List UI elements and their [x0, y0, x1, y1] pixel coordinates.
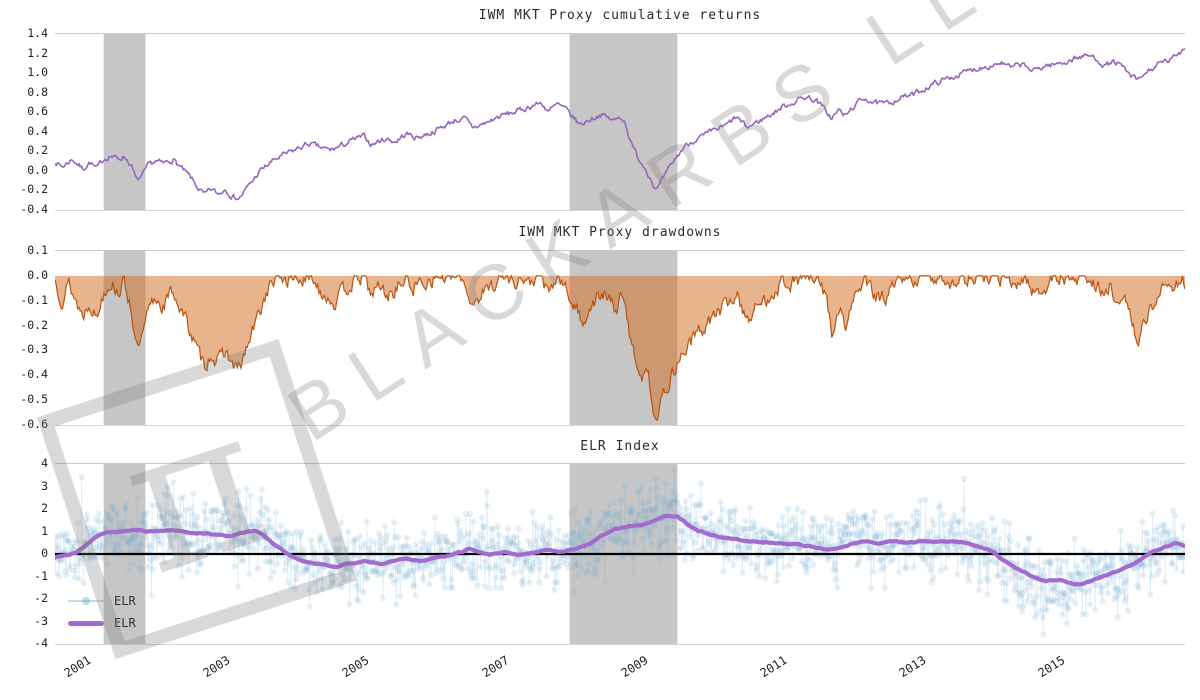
y-tick-label: 3 [41, 478, 48, 493]
legend: ELR ELR [68, 590, 136, 634]
y-tick-label: -3 [34, 613, 48, 628]
y-tick-label: 0.8 [27, 84, 48, 99]
elr-smooth-line [55, 513, 1185, 587]
y-tick-label: -0.4 [20, 202, 48, 216]
drawdowns-line [55, 274, 1185, 422]
chart2-title: IWM MKT Proxy drawdowns [518, 225, 722, 240]
y-tick-label: 4 [41, 456, 48, 470]
y-tick-label: 2 [41, 501, 48, 515]
x-tick-label: 2015 [1035, 653, 1068, 681]
y-tick-label: 1 [41, 523, 48, 538]
x-tick-label: 2011 [757, 653, 790, 681]
y-tick-label: 0 [41, 546, 48, 560]
y-tick-label: -4 [34, 636, 48, 650]
y-tick-label: 0.0 [27, 267, 48, 282]
y-tick-label: -0.2 [20, 317, 48, 332]
y-tick-label: -0.4 [20, 367, 48, 382]
y-tick-label: 1.2 [27, 45, 48, 60]
cumulative-returns-plot [55, 33, 1185, 211]
recession-band [103, 34, 146, 210]
x-tick-label: 2003 [200, 653, 233, 681]
drawdowns-area [55, 275, 1185, 421]
y-tick-label: -0.3 [20, 342, 48, 357]
x-tick-label: 2001 [61, 653, 94, 681]
x-tick-label: 2007 [479, 653, 511, 681]
elr-scatter-swatch-icon [68, 597, 104, 605]
y-tick-label: -1 [34, 568, 48, 583]
y-tick-label: 0.2 [27, 143, 48, 158]
x-tick-label: 2005 [339, 653, 372, 681]
y-tick-label: 0.0 [27, 162, 48, 177]
elr-index-plot [55, 463, 1185, 645]
legend-label: ELR [114, 594, 136, 608]
x-tick-label: 2013 [896, 653, 929, 681]
y-tick-label: 0.4 [27, 123, 48, 138]
y-tick-label: -0.5 [20, 392, 48, 407]
y-tick-label: 1.0 [27, 65, 48, 80]
legend-entry-elr-scatter: ELR [68, 590, 136, 612]
chart3-title: ELR Index [580, 439, 660, 454]
chart1-title: IWM MKT Proxy cumulative returns [478, 8, 762, 23]
legend-entry-elr-smooth: ELR [68, 612, 136, 634]
y-tick-label: 1.4 [27, 26, 48, 40]
elr-smooth-swatch-icon [68, 620, 104, 626]
drawdowns-plot [55, 250, 1185, 426]
y-tick-label: -0.6 [20, 417, 48, 431]
y-tick-label: -0.1 [20, 292, 48, 307]
y-tick-label: -2 [34, 591, 48, 605]
y-tick-label: 0.1 [27, 243, 48, 257]
legend-label: ELR [114, 616, 136, 630]
y-tick-label: 0.6 [27, 104, 48, 119]
y-tick-label: -0.2 [20, 182, 48, 197]
x-tick-label: 2009 [618, 653, 651, 681]
cumulative-returns-line [55, 47, 1185, 201]
